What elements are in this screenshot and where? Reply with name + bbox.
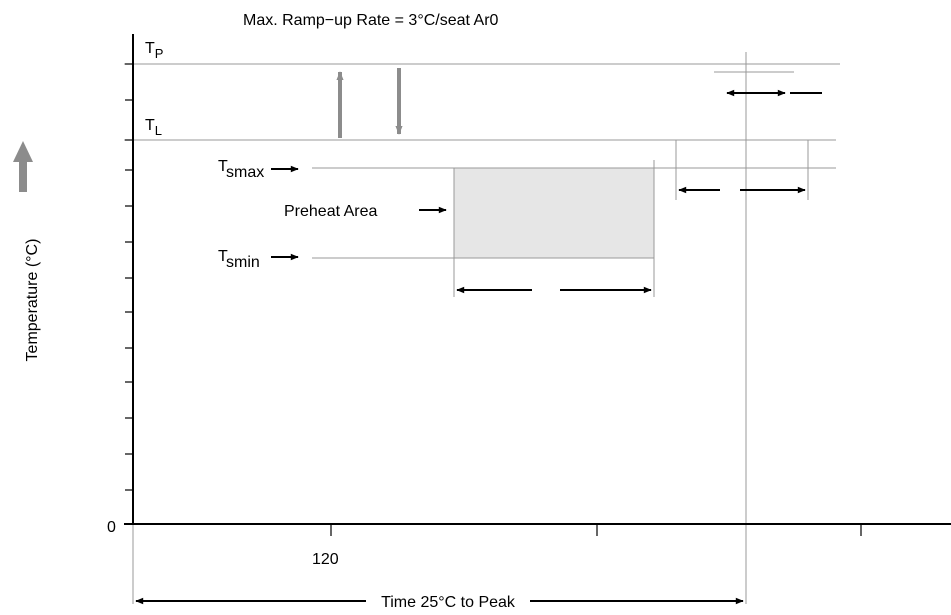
x-axis-ticks	[330, 524, 862, 536]
tsmin-label: Tsmin	[218, 248, 260, 271]
vertical-guide-lines	[132, 52, 809, 604]
tsmax-label: Tsmax	[218, 158, 264, 181]
y-axis-ticks	[125, 63, 133, 491]
origin-label: 0	[107, 519, 116, 536]
tl-label: TL	[145, 117, 162, 138]
y-axis-label: Temperature (°C)	[24, 239, 41, 362]
diagram-title: Max. Ramp−up Rate = 3°C/seat Ar0	[243, 12, 499, 29]
temperature-up-arrow-icon	[13, 141, 33, 192]
axes	[124, 34, 951, 525]
tp-label: TP	[145, 40, 163, 61]
preheat-area-label: Preheat Area	[284, 203, 378, 220]
preheat-area-box	[453, 167, 655, 259]
x-tick-label-120: 120	[312, 551, 339, 568]
x-axis-label: Time 25°C to Peak	[381, 594, 516, 611]
